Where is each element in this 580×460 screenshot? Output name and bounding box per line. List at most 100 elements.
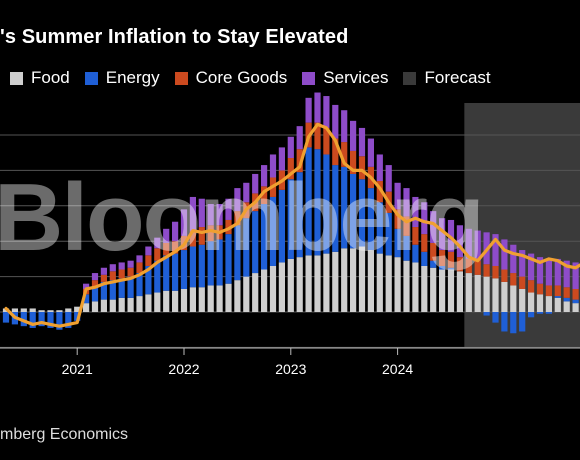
bar-segment-services — [376, 154, 383, 182]
bar-segment-food — [305, 255, 312, 312]
bar-segment-core-goods — [421, 234, 428, 252]
bar-segment-energy — [296, 172, 303, 258]
bar-segment-energy — [430, 260, 437, 268]
bar-segment-food — [376, 253, 383, 312]
legend-swatch-core-goods — [174, 71, 188, 85]
bar-segment-energy — [376, 202, 383, 254]
bar-segment-food — [234, 280, 241, 312]
bar-segment-energy — [154, 260, 161, 293]
bar-segment-core-goods — [358, 156, 366, 180]
bar-segment-energy — [127, 276, 134, 298]
bar-segment-energy — [287, 179, 294, 259]
bar-segment-food — [563, 301, 570, 312]
bar-segment-services — [225, 198, 232, 220]
bar-segment-services — [358, 127, 366, 157]
bar-segment-core-goods — [563, 287, 570, 298]
bar-segment-food — [225, 283, 232, 312]
bar-segment-services — [100, 267, 107, 275]
bar-segment-energy — [83, 294, 90, 304]
bar-segment-energy — [305, 147, 312, 256]
bar-segment-core-goods — [403, 216, 410, 236]
bar-segment-services — [243, 182, 250, 203]
bar-segment-energy — [91, 287, 99, 302]
bar-segment-food — [474, 274, 481, 312]
bar-segment-food — [554, 297, 561, 312]
bar-segment-energy — [109, 280, 116, 300]
bar-segment-services — [189, 196, 196, 231]
bar-segment-services — [314, 92, 321, 123]
bar-segment-services — [430, 211, 437, 243]
bar-segment-food — [11, 308, 18, 312]
bar-segment-energy — [243, 218, 250, 277]
bar-segment-services — [412, 196, 419, 228]
bar-segment-services — [180, 209, 188, 236]
source-note: mberg Economics — [0, 426, 129, 443]
bar-segment-food — [510, 285, 517, 312]
bar-segment-food — [269, 265, 277, 312]
bar-segment-food — [350, 248, 357, 312]
bar-segment-energy — [145, 265, 152, 295]
bar-segment-food — [394, 257, 401, 312]
bar-segment-services — [332, 104, 339, 139]
bar-segment-services — [501, 239, 508, 270]
bar-segment-core-goods — [554, 285, 561, 297]
bar-segment-core-goods — [510, 273, 517, 286]
bar-segment-services — [367, 138, 374, 167]
bar-segment-core-goods — [376, 181, 383, 203]
bar-segment-energy — [483, 312, 490, 316]
bar-segment-food — [189, 287, 196, 312]
bar-segment-energy — [172, 253, 179, 291]
bar-segment-energy — [439, 265, 446, 270]
legend-item-services: Services — [302, 68, 388, 88]
chart-title: 's Summer Inflation to Stay Elevated — [0, 26, 349, 48]
bar-segment-core-goods — [145, 255, 152, 266]
bar-segment-food — [91, 301, 99, 312]
bar-segment-services — [394, 182, 401, 210]
bar-segment-core-goods — [91, 280, 99, 288]
legend-label-energy: Energy — [105, 68, 160, 87]
bar-segment-services — [234, 188, 241, 212]
bar-segment-core-goods — [536, 283, 544, 295]
bar-segment-food — [100, 299, 107, 312]
bar-segment-services — [296, 126, 303, 150]
bar-segment-food — [572, 303, 579, 312]
bar-segment-services — [536, 257, 544, 284]
bar-segment-food — [412, 262, 419, 312]
legend-item-energy: Energy — [84, 68, 160, 88]
bar-segment-services — [510, 244, 517, 274]
bar-segment-services — [207, 204, 214, 226]
bar-segment-energy — [225, 234, 232, 284]
bar-segment-food — [278, 262, 285, 312]
bar-segment-services — [421, 202, 428, 235]
bar-segment-food — [74, 306, 81, 312]
legend-swatch-food — [10, 71, 23, 85]
bar-segment-core-goods — [447, 251, 455, 268]
bar-segment-energy — [358, 179, 366, 247]
legend-item-core-goods: Core Goods — [174, 68, 287, 88]
bar-segment-services — [252, 173, 259, 194]
bar-segment-food — [109, 299, 116, 312]
legend-label-food: Food — [31, 68, 70, 87]
bar-segment-core-goods — [474, 260, 481, 275]
bar-segment-food — [56, 310, 63, 312]
bar-segment-energy — [421, 251, 428, 266]
bar-segment-services — [136, 255, 143, 263]
bar-segment-core-goods — [572, 288, 579, 300]
bar-segment-food — [421, 265, 428, 312]
bar-segment-food — [456, 271, 463, 312]
bar-segment-food — [261, 269, 268, 312]
bar-segment-services — [198, 198, 205, 228]
bar-segment-food — [65, 308, 72, 312]
bar-segment-food — [385, 255, 392, 312]
bar-segment-food — [341, 248, 348, 312]
bar-segment-energy — [216, 239, 223, 286]
bar-segment-food — [430, 267, 437, 312]
bar-segment-energy — [350, 173, 357, 249]
bar-segment-food — [243, 276, 250, 312]
bar-segment-core-goods — [350, 150, 357, 174]
bar-segment-services — [519, 250, 526, 277]
bar-segment-food — [163, 290, 170, 312]
bar-segment-food — [501, 281, 508, 312]
bar-segment-services — [385, 165, 392, 192]
